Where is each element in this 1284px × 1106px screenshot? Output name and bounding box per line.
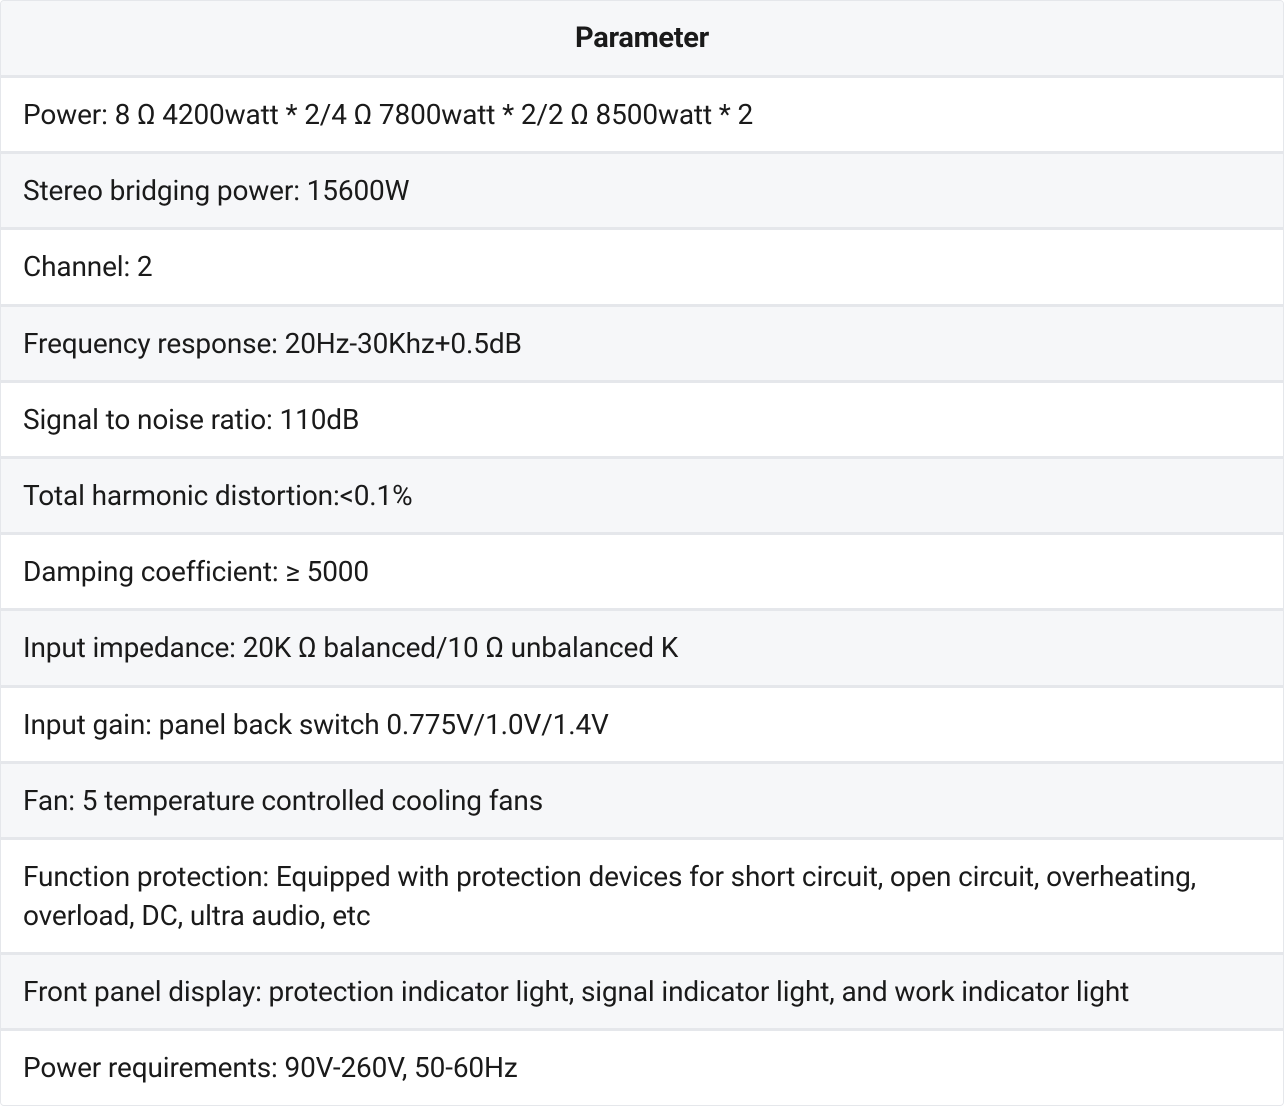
table-row: Fan: 5 temperature controlled cooling fa… — [1, 764, 1283, 840]
table-row: Frequency response: 20Hz-30Khz+0.5dB — [1, 307, 1283, 383]
table-row: Total harmonic distortion:<0.1% — [1, 459, 1283, 535]
table-row: Stereo bridging power: 15600W — [1, 154, 1283, 230]
table-row: Input impedance: 20K Ω balanced/10 Ω unb… — [1, 611, 1283, 687]
table-row: Power requirements: 90V-260V, 50-60Hz — [1, 1031, 1283, 1104]
table-header-text: Parameter — [575, 21, 709, 55]
parameter-table: Parameter Power: 8 Ω 4200watt * 2/4 Ω 78… — [0, 0, 1284, 1106]
table-row: Power: 8 Ω 4200watt * 2/4 Ω 7800watt * 2… — [1, 78, 1283, 154]
table-row: Channel: 2 — [1, 230, 1283, 306]
table-row: Function protection: Equipped with prote… — [1, 840, 1283, 955]
table-row: Signal to noise ratio: 110dB — [1, 383, 1283, 459]
table-row: Front panel display: protection indicato… — [1, 955, 1283, 1031]
table-row: Damping coefficient: ≥ 5000 — [1, 535, 1283, 611]
table-row: Input gain: panel back switch 0.775V/1.0… — [1, 688, 1283, 764]
table-header: Parameter — [1, 1, 1283, 78]
